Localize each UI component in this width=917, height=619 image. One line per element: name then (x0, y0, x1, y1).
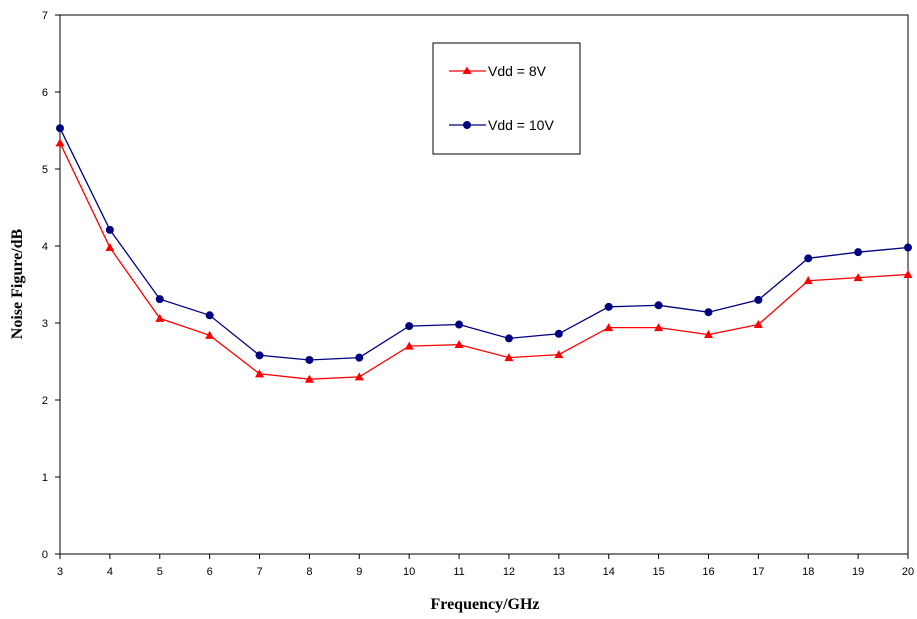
y-tick-label: 6 (42, 87, 48, 99)
series-line-1 (59, 127, 909, 361)
data-point-0 (454, 340, 464, 349)
data-point-0 (55, 138, 65, 147)
x-tick-label: 6 (207, 566, 213, 578)
data-point-1 (305, 355, 314, 364)
y-tick-label: 0 (42, 549, 48, 561)
x-tick-label: 9 (356, 566, 362, 578)
data-point-0 (205, 330, 215, 339)
data-point-1 (455, 320, 464, 329)
y-axis-title: Noise Figure/dB (9, 228, 26, 339)
data-point-1 (804, 254, 813, 263)
series-layer (55, 124, 913, 383)
data-point-1 (105, 225, 114, 234)
data-point-1 (604, 302, 613, 311)
x-tick-label: 19 (852, 566, 864, 578)
y-tick-label: 2 (42, 395, 48, 407)
plot-frame (59, 14, 909, 555)
x-tick-label: 4 (107, 566, 113, 578)
data-point-1 (854, 248, 863, 257)
data-point-1 (654, 301, 663, 310)
series-line-0 (59, 142, 909, 380)
x-tick-label: 5 (157, 566, 163, 578)
data-point-0 (304, 374, 314, 383)
x-tick-label: 15 (652, 566, 664, 578)
legend-label-8v: Vdd = 8V (488, 63, 547, 79)
x-tick-label: 17 (752, 566, 764, 578)
y-tick-label: 1 (42, 472, 48, 484)
x-tick-label: 18 (802, 566, 814, 578)
x-tick-label: 7 (256, 566, 262, 578)
x-axis-title: Frequency/GHz (430, 596, 539, 613)
y-tick-label: 4 (42, 241, 48, 253)
data-point-0 (504, 353, 514, 362)
y-tick-label: 3 (42, 318, 48, 330)
data-point-1 (205, 311, 214, 320)
data-point-0 (255, 369, 265, 378)
data-point-0 (703, 330, 713, 339)
x-tick-label: 16 (702, 566, 714, 578)
data-point-1 (504, 334, 513, 343)
x-tick-label: 3 (57, 566, 63, 578)
data-point-0 (155, 313, 165, 322)
data-point-0 (654, 323, 664, 332)
data-point-1 (405, 322, 414, 331)
data-point-0 (803, 276, 813, 285)
y-tick-label: 7 (42, 10, 48, 22)
legend-marker-10v (463, 121, 471, 129)
data-point-1 (355, 353, 364, 362)
data-point-0 (404, 341, 414, 350)
data-point-1 (904, 243, 912, 252)
legend-box (432, 42, 581, 155)
data-point-0 (604, 323, 614, 332)
data-point-0 (354, 372, 364, 381)
data-point-0 (903, 269, 913, 278)
legend: Vdd = 8V Vdd = 10V (432, 42, 581, 155)
data-point-0 (853, 273, 863, 282)
data-point-1 (704, 308, 713, 317)
data-point-1 (56, 124, 64, 133)
x-tick-label: 20 (902, 566, 914, 578)
data-point-0 (105, 243, 115, 252)
x-axis: 3 4 5 6 7 8 9 10 11 12 13 14 15 16 17 18 19 20 (57, 554, 914, 578)
x-tick-label: 14 (603, 566, 615, 578)
data-point-1 (754, 295, 763, 304)
data-point-0 (753, 320, 763, 329)
x-tick-label: 11 (453, 566, 464, 578)
y-tick-label: 5 (42, 164, 48, 176)
data-point-1 (554, 329, 563, 338)
data-point-1 (255, 351, 264, 360)
y-axis: 0 1 2 3 4 5 6 7 (42, 10, 60, 561)
data-point-0 (554, 350, 564, 359)
x-tick-label: 8 (306, 566, 312, 578)
data-point-1 (155, 295, 164, 304)
x-tick-label: 12 (503, 566, 515, 578)
x-tick-label: 13 (553, 566, 565, 578)
x-tick-label: 10 (403, 566, 415, 578)
legend-marker-8v (462, 66, 472, 74)
legend-label-10v: Vdd = 10V (488, 117, 554, 133)
